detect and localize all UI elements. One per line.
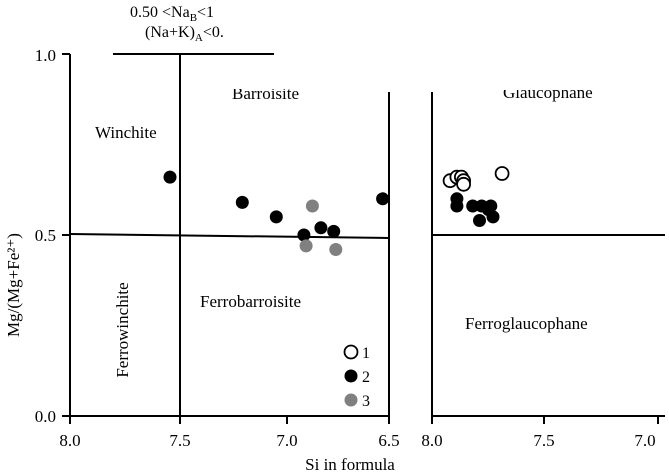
data-point-panel2-series-2-3 bbox=[466, 199, 480, 213]
header-line-2: (Na+K)A<0. bbox=[145, 24, 224, 44]
x-tick-label-7.5: 7.5 bbox=[169, 431, 190, 450]
x-tick-label-8.0: 8.0 bbox=[59, 431, 80, 450]
legend-label-2: 2 bbox=[362, 369, 370, 386]
data-points bbox=[163, 166, 510, 256]
x-tick-label-right-7.0: 7.0 bbox=[634, 431, 655, 450]
glaucophane-mask bbox=[498, 74, 600, 90]
data-point-panel1-series-2-7 bbox=[376, 192, 390, 206]
field-label-ferroglaucophane: Ferroglaucophane bbox=[465, 314, 588, 333]
legend: 1 2 3 bbox=[343, 344, 370, 410]
data-point-panel2-series-2-4 bbox=[473, 214, 486, 227]
data-point-panel1-series-3-2 bbox=[299, 239, 313, 253]
legend-marker-3 bbox=[344, 393, 358, 407]
x-axis-title: Si in formula bbox=[305, 455, 395, 474]
data-point-panel1-series-3-1 bbox=[305, 199, 319, 213]
data-point-panel1-series-3-3 bbox=[329, 243, 343, 256]
y-axis-title: Mg/(Mg+Fe²⁺) bbox=[4, 233, 23, 337]
y-tick-label-0.0: 0.0 bbox=[35, 407, 56, 426]
data-point-panel1-series-2-4 bbox=[297, 228, 311, 242]
x-tick-label-6.5: 6.5 bbox=[378, 431, 399, 450]
legend-label-1: 1 bbox=[362, 345, 370, 362]
x-tick-label-right-7.5: 7.5 bbox=[533, 431, 554, 450]
barroisite-mask bbox=[226, 77, 334, 89]
data-point-panel1-series-2-6 bbox=[327, 224, 341, 238]
data-point-panel2-series-1-6 bbox=[494, 166, 510, 181]
data-point-panel1-series-2-5 bbox=[314, 221, 328, 235]
data-point-panel1-series-2-2 bbox=[235, 195, 249, 209]
header-line-1: 0.50 <NaB<1 bbox=[130, 4, 214, 24]
y-tick-label-1.0: 1.0 bbox=[35, 46, 56, 65]
legend-label-3: 3 bbox=[362, 393, 370, 410]
y-tick-label-0.5: 0.5 bbox=[35, 226, 56, 245]
right-panel bbox=[431, 92, 665, 424]
data-point-panel2-series-2-8 bbox=[486, 210, 500, 224]
field-label-ferrobarroisite: Ferrobarroisite bbox=[200, 292, 301, 311]
data-point-panel1-series-2-3 bbox=[269, 210, 283, 224]
field-label-winchite: Winchite bbox=[95, 123, 157, 142]
data-point-panel1-series-2-1 bbox=[163, 170, 177, 184]
data-point-panel2-series-2-7 bbox=[484, 199, 498, 213]
legend-marker-1 bbox=[343, 344, 359, 360]
field-label-ferrowinchite: Ferrowinchite bbox=[113, 282, 132, 377]
x-tick-label-7.0: 7.0 bbox=[276, 431, 297, 450]
x-tick-label-right-8.0: 8.0 bbox=[421, 431, 442, 450]
legend-marker-2 bbox=[344, 369, 358, 383]
data-point-panel2-series-2-2 bbox=[450, 199, 464, 213]
data-point-panel2-series-1-5 bbox=[456, 176, 472, 192]
